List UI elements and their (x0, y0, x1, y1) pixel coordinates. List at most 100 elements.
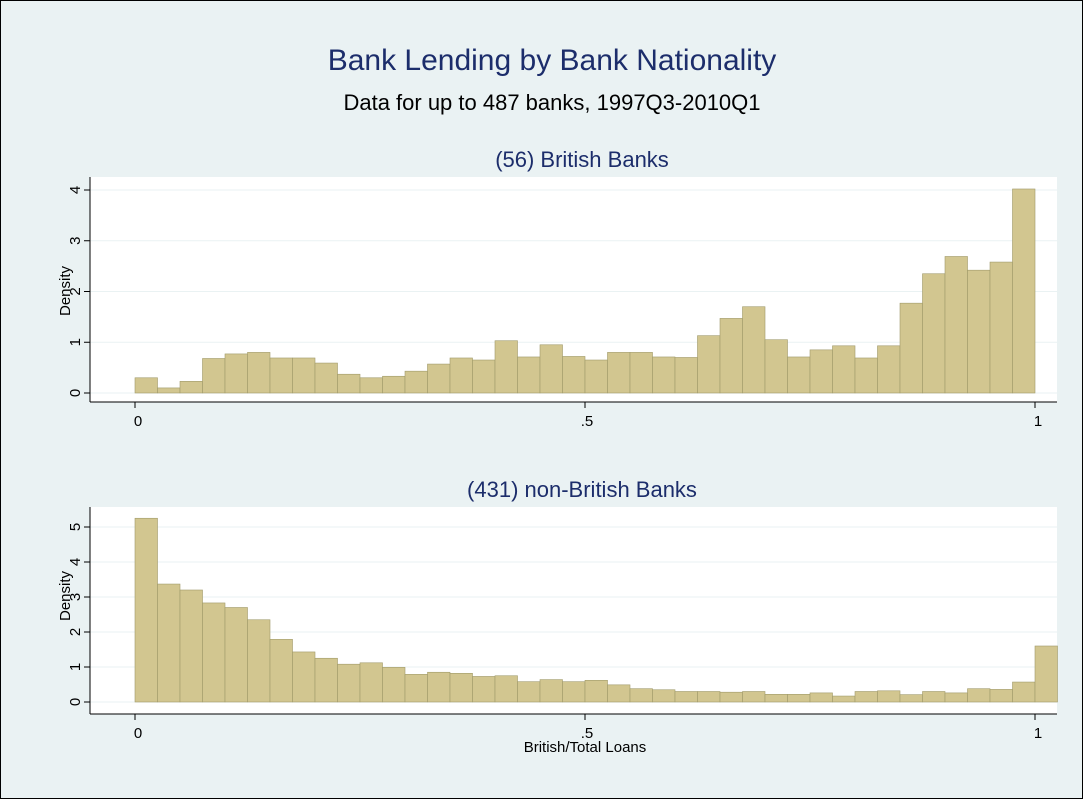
histogram-bar-non-british (674, 691, 698, 703)
histogram-bar-british (764, 339, 788, 394)
histogram-bar-non-british (742, 691, 766, 703)
histogram-bar-non-british (584, 679, 608, 703)
histogram-bar-non-british (314, 657, 338, 703)
histogram-bar-british (877, 345, 901, 394)
histogram-bar-non-british (539, 679, 563, 703)
histogram-bar-british (472, 359, 496, 394)
histogram-bar-non-british (832, 695, 856, 703)
panel-title-british: (56) British Banks (495, 147, 669, 172)
chart-title: Bank Lending by Bank Nationality (328, 44, 777, 77)
histogram-bar-british (202, 358, 226, 394)
histogram-bar-british (899, 302, 923, 394)
histogram-bar-british (967, 269, 991, 394)
histogram-bar-british (989, 261, 1013, 394)
histogram-bar-non-british (989, 689, 1013, 703)
histogram-bar-non-british (562, 681, 586, 703)
y-axis-label-non-british: Density (57, 570, 74, 621)
histogram-bar-non-british (494, 675, 518, 703)
histogram-bar-non-british (337, 663, 361, 703)
histogram-bar-non-british (134, 517, 158, 703)
x-tick-label-british: .5 (581, 413, 594, 430)
x-axis-label: British/Total Loans (524, 739, 647, 756)
histogram-bar-non-british (269, 639, 293, 703)
histogram-bar-british (494, 340, 518, 394)
y-tick-label-non-british: 2 (67, 628, 84, 636)
histogram-bar-british (337, 373, 361, 394)
histogram-bar-non-british (404, 674, 428, 703)
histogram-bar-british (652, 356, 676, 394)
histogram-bar-non-british (449, 672, 473, 703)
histogram-bar-british (449, 357, 473, 394)
histogram-bar-non-british (179, 589, 203, 703)
histogram-bar-british (809, 349, 833, 394)
histogram-bar-non-british (1012, 681, 1036, 703)
histogram-bar-non-british (899, 694, 923, 703)
histogram-bar-non-british (202, 602, 226, 703)
histogram-bar-non-british (472, 676, 496, 703)
histogram-bar-british (157, 387, 181, 394)
histogram-bar-non-british (944, 692, 968, 703)
histogram-bar-non-british (764, 693, 788, 703)
histogram-bar-british (697, 335, 721, 394)
histogram-bar-british (832, 345, 856, 394)
histogram-bar-non-british (359, 662, 383, 703)
histogram-bar-british (629, 352, 653, 394)
x-tick-label-non-british: 1 (1034, 725, 1042, 742)
chart-subtitle: Data for up to 487 banks, 1997Q3-2010Q1 (343, 90, 760, 115)
histogram-bar-non-british (652, 689, 676, 703)
histogram-bar-british (427, 363, 451, 394)
y-tick-label-non-british: 3 (67, 593, 84, 601)
histogram-bar-british (854, 357, 878, 394)
histogram-bar-british (719, 318, 743, 394)
y-tick-label-british: 4 (67, 186, 84, 194)
histogram-bar-british (269, 357, 293, 394)
histogram-bar-non-british (697, 691, 721, 703)
histogram-bar-british (224, 353, 248, 394)
histogram-bar-non-british (787, 693, 811, 703)
x-tick-label-non-british: 0 (134, 725, 142, 742)
histogram-bar-non-british (292, 651, 316, 703)
x-tick-label-british: 0 (134, 413, 142, 430)
histogram-bar-british (674, 357, 698, 394)
histogram-bar-non-british (854, 691, 878, 703)
histogram-bar-british (404, 370, 428, 394)
panel-british-banks: (56) British Banks Density 0 1 2 3 4 0 .5 1 (57, 147, 1057, 430)
histogram-bar-non-british (427, 671, 451, 703)
histogram-bar-non-british (157, 583, 181, 703)
y-tick-label-british: 2 (67, 287, 84, 295)
histogram-bar-british (944, 256, 968, 394)
panel-non-british-banks: (431) non-British Banks Density British/… (57, 477, 1058, 756)
histogram-bar-british (1012, 188, 1036, 394)
histogram-bar-british (359, 377, 383, 394)
histogram-bar-british (922, 273, 946, 394)
histogram-bar-non-british (967, 688, 991, 703)
histogram-bar-british (787, 356, 811, 394)
histogram-bar-non-british (382, 667, 406, 703)
histogram-bar-non-british (809, 692, 833, 703)
histogram-bar-non-british (224, 607, 248, 703)
histogram-bar-british (292, 357, 316, 394)
histogram-bar-british (134, 377, 158, 394)
y-tick-label-non-british: 0 (67, 698, 84, 706)
panel-title-non-british: (431) non-British Banks (467, 477, 697, 502)
histogram-bar-non-british (922, 691, 946, 703)
histogram-bar-non-british (517, 681, 541, 703)
histogram-bar-british (382, 375, 406, 394)
histogram-bar-non-british (1034, 645, 1058, 703)
histogram-bar-british (562, 356, 586, 394)
histogram-bar-non-british (877, 690, 901, 703)
histogram-bar-british (314, 362, 338, 394)
y-tick-label-british: 0 (67, 389, 84, 397)
histogram-bar-non-british (629, 688, 653, 703)
histogram-bar-non-british (719, 691, 743, 703)
y-axis-label-british: Density (57, 265, 74, 316)
histogram-bar-non-british (247, 619, 271, 703)
histogram-bar-non-british (607, 684, 631, 703)
x-tick-label-british: 1 (1034, 413, 1042, 430)
y-tick-label-non-british: 5 (67, 523, 84, 531)
histogram-bar-british (179, 381, 203, 394)
histogram-bar-british (247, 352, 271, 394)
y-tick-label-non-british: 1 (67, 663, 84, 671)
x-tick-label-non-british: .5 (581, 725, 594, 742)
